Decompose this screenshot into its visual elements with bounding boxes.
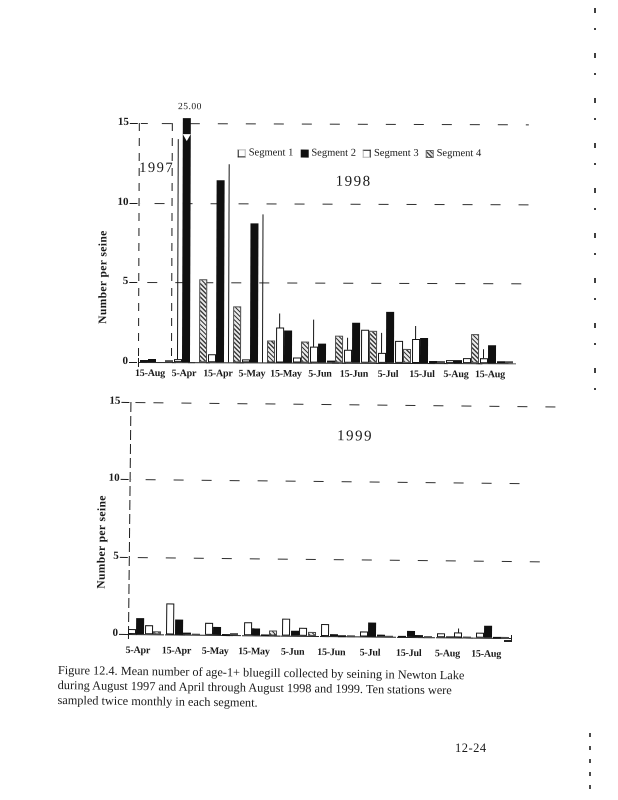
bar-5-Jun-segment4 (307, 631, 316, 636)
y-tick-mark (120, 479, 129, 481)
gridline-10 (131, 479, 520, 485)
bar-5-Jul-segment2 (368, 622, 377, 637)
bar-15-Jul-segment1 (398, 635, 407, 638)
y-tick-label: 5 (113, 549, 119, 562)
bar-15-Aug-segment4 (501, 636, 510, 639)
bar-5-Jun-segment1 (282, 618, 291, 636)
bar-5-May-segment1 (204, 622, 214, 635)
y-tick-label: 15 (109, 394, 121, 407)
bar-15-Jul-segment2 (406, 630, 415, 638)
y-axis-line (127, 401, 132, 636)
bar-5-Jun-segment2 (290, 630, 299, 636)
bar-15-May-segment3 (260, 634, 269, 637)
bar-5-Jun-segment3 (299, 627, 308, 636)
bar-15-Apr-segment3 (183, 632, 192, 635)
bar-15-Apr-segment2 (174, 619, 183, 635)
bar-5-Aug-segment3 (454, 632, 463, 638)
scan-edge-artifact-bottom (589, 733, 591, 797)
gridline-5 (130, 556, 541, 562)
bar-15-Apr-segment1 (166, 603, 175, 635)
page-number: 12-24 (455, 741, 487, 755)
bar-5-Jul-segment1 (359, 631, 368, 637)
x-category-label: 15-Aug (471, 648, 502, 660)
bar-15-Apr-segment4 (191, 633, 200, 636)
bar-15-Jul-segment4 (423, 636, 432, 639)
y-tick-mark (121, 401, 130, 403)
bar-5-Aug-segment4 (462, 636, 471, 639)
bar-5-May-segment2 (213, 626, 222, 635)
bar-15-May-segment2 (252, 628, 261, 636)
bar-15-Jun-segment3 (337, 635, 346, 638)
bar-5-Jul-segment3 (376, 634, 385, 637)
bar-15-Jun-segment2 (329, 634, 338, 637)
bar-15-May-segment1 (243, 622, 252, 636)
bar-5-Jul-segment4 (385, 635, 394, 638)
bar-15-Jun-segment1 (320, 624, 330, 637)
bar-5-Apr-segment3 (144, 625, 153, 635)
figure-caption: Figure 12.4. Mean number of age-1+ blueg… (57, 663, 465, 710)
bar-15-Aug-segment2 (484, 625, 493, 638)
scan-stray-mark (511, 635, 512, 641)
bar-5-May-segment4 (230, 633, 239, 636)
gridline-15 (132, 402, 571, 408)
scan-stray-mark (504, 640, 512, 642)
bar-15-May-segment4 (269, 630, 278, 636)
bar-15-Aug-segment3 (492, 636, 501, 639)
bar-5-Apr-segment4 (152, 631, 162, 635)
bar-5-Aug-segment2 (445, 636, 454, 638)
bar-5-May-segment3 (221, 633, 230, 637)
year-label-1999: 1999 (336, 428, 374, 445)
y-tick-label: 0 (112, 626, 119, 639)
y-tick-label: 10 (108, 472, 120, 485)
bar-15-Jun-segment4 (346, 635, 355, 638)
y-tick-mark (119, 556, 128, 558)
bar-5-Aug-segment1 (437, 633, 446, 638)
scan-edge-artifact-top (594, 8, 596, 398)
bar-15-Jul-segment3 (415, 635, 424, 638)
bar-5-Apr-segment2 (135, 618, 145, 635)
bar-5-Apr-segment1 (127, 628, 136, 635)
bar-15-Aug-segment1 (475, 632, 484, 638)
